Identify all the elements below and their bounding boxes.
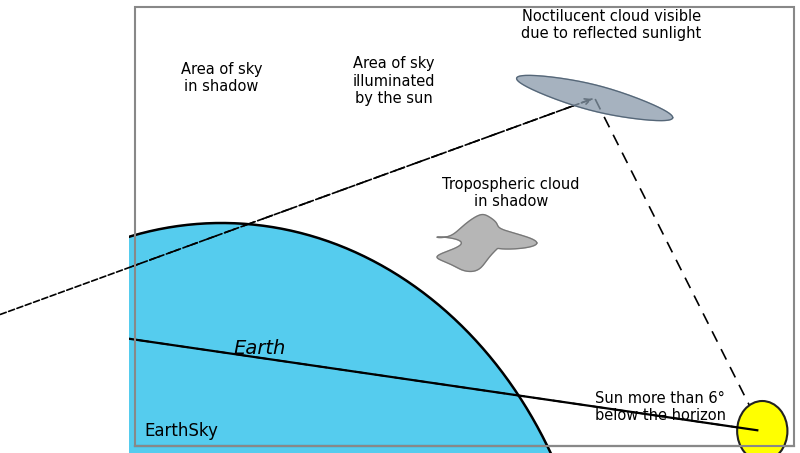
Text: Tropospheric cloud
in shadow: Tropospheric cloud in shadow [442, 177, 579, 209]
Text: Earth: Earth [233, 338, 286, 357]
Text: Area of sky
illuminated
by the sun: Area of sky illuminated by the sun [352, 56, 434, 106]
Text: Observer: Observer [0, 452, 1, 453]
Text: Sun more than 6°
below the horizon: Sun more than 6° below the horizon [594, 391, 726, 423]
Polygon shape [517, 75, 673, 120]
Circle shape [737, 401, 787, 453]
Polygon shape [0, 223, 599, 453]
Text: EarthSky: EarthSky [145, 422, 218, 440]
Text: Noctilucent cloud visible
due to reflected sunlight: Noctilucent cloud visible due to reflect… [522, 9, 702, 41]
Text: Area of sky
in shadow: Area of sky in shadow [181, 62, 262, 94]
Polygon shape [437, 215, 537, 271]
